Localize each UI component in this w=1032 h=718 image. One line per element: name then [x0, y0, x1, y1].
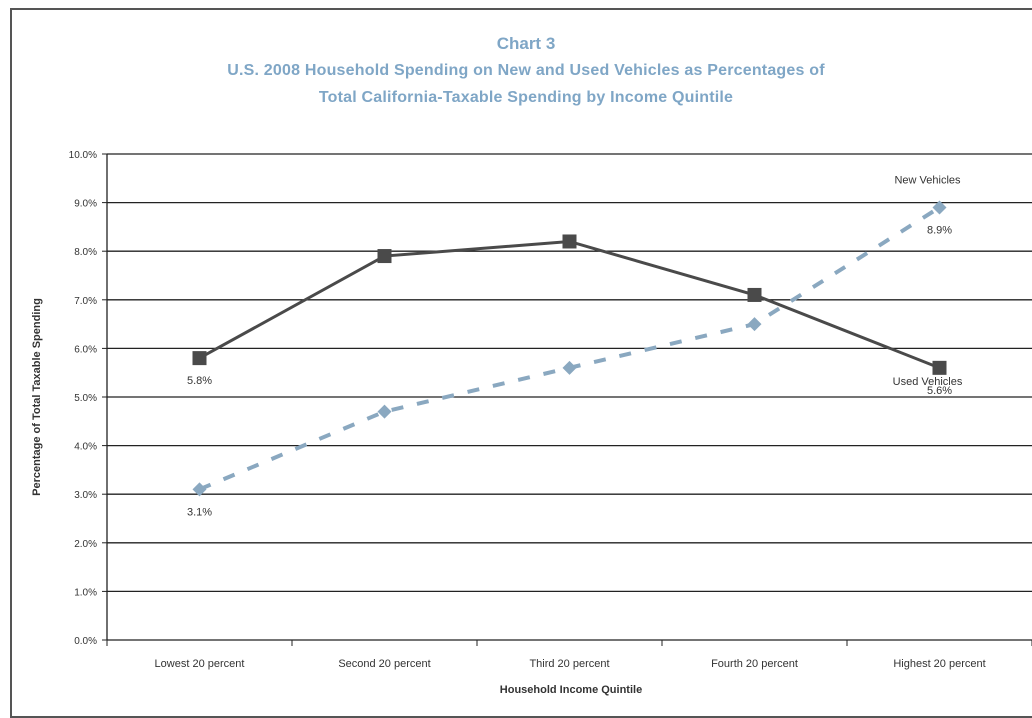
y-tick-label: 10.0% — [69, 150, 97, 161]
data-label: 3.1% — [187, 506, 212, 518]
series-name-label: Used Vehicles — [893, 376, 963, 388]
data-point — [747, 287, 762, 302]
data-label: 5.8% — [187, 375, 212, 387]
data-point — [377, 404, 392, 419]
y-tick-label: 4.0% — [74, 442, 97, 453]
x-tick-label: Lowest 20 percent — [155, 658, 245, 670]
y-tick-labels: 0.0% 1.0% 2.0% 3.0% 4.0% 5.0% 6.0% 7.0% 8.0% 9.0%… — [69, 150, 97, 647]
data-point — [932, 360, 947, 375]
y-axis-label: Percentage of Total Taxable Spending — [31, 298, 43, 496]
series-name-label: New Vehicles — [894, 174, 961, 186]
y-tick-label: 5.0% — [74, 393, 97, 404]
x-axis-label: Household Income Quintile — [500, 684, 642, 696]
data-point — [932, 200, 947, 215]
y-tick-label: 3.0% — [74, 490, 97, 501]
y-tick-label: 2.0% — [74, 539, 97, 550]
chart-title: Chart 3 — [496, 34, 556, 53]
data-point — [192, 482, 207, 497]
chart-subtitle-line1: U.S. 2008 Household Spending on New and … — [227, 62, 825, 79]
data-labels: 5.8% 5.6%Used Vehicles 3.1% 8.9% New Vehicle… — [187, 174, 963, 518]
y-tick-label: 7.0% — [74, 296, 97, 307]
x-tick-label: Third 20 percent — [529, 658, 609, 670]
data-point — [562, 234, 577, 249]
data-point — [377, 249, 392, 264]
data-label: 8.9% — [927, 224, 952, 236]
y-tick-label: 0.0% — [74, 636, 97, 647]
gridlines — [102, 153, 1032, 646]
x-tick-label: Fourth 20 percent — [711, 658, 798, 670]
data-label: 5.6% — [927, 385, 952, 397]
series-markers — [192, 200, 947, 497]
y-tick-label: 6.0% — [74, 344, 97, 355]
data-point — [747, 317, 762, 332]
y-tick-label: 8.0% — [74, 247, 97, 258]
x-tick-labels: Lowest 20 percent Second 20 percent Third … — [155, 658, 986, 670]
data-point — [192, 351, 207, 366]
chart-subtitle-line2: Total California-Taxable Spending by Inc… — [318, 89, 734, 106]
x-tick-label: Highest 20 percent — [893, 658, 985, 670]
x-tick-label: Second 20 percent — [338, 658, 430, 670]
y-tick-label: 9.0% — [74, 199, 97, 210]
y-tick-label: 1.0% — [74, 587, 97, 598]
data-point — [562, 360, 577, 375]
